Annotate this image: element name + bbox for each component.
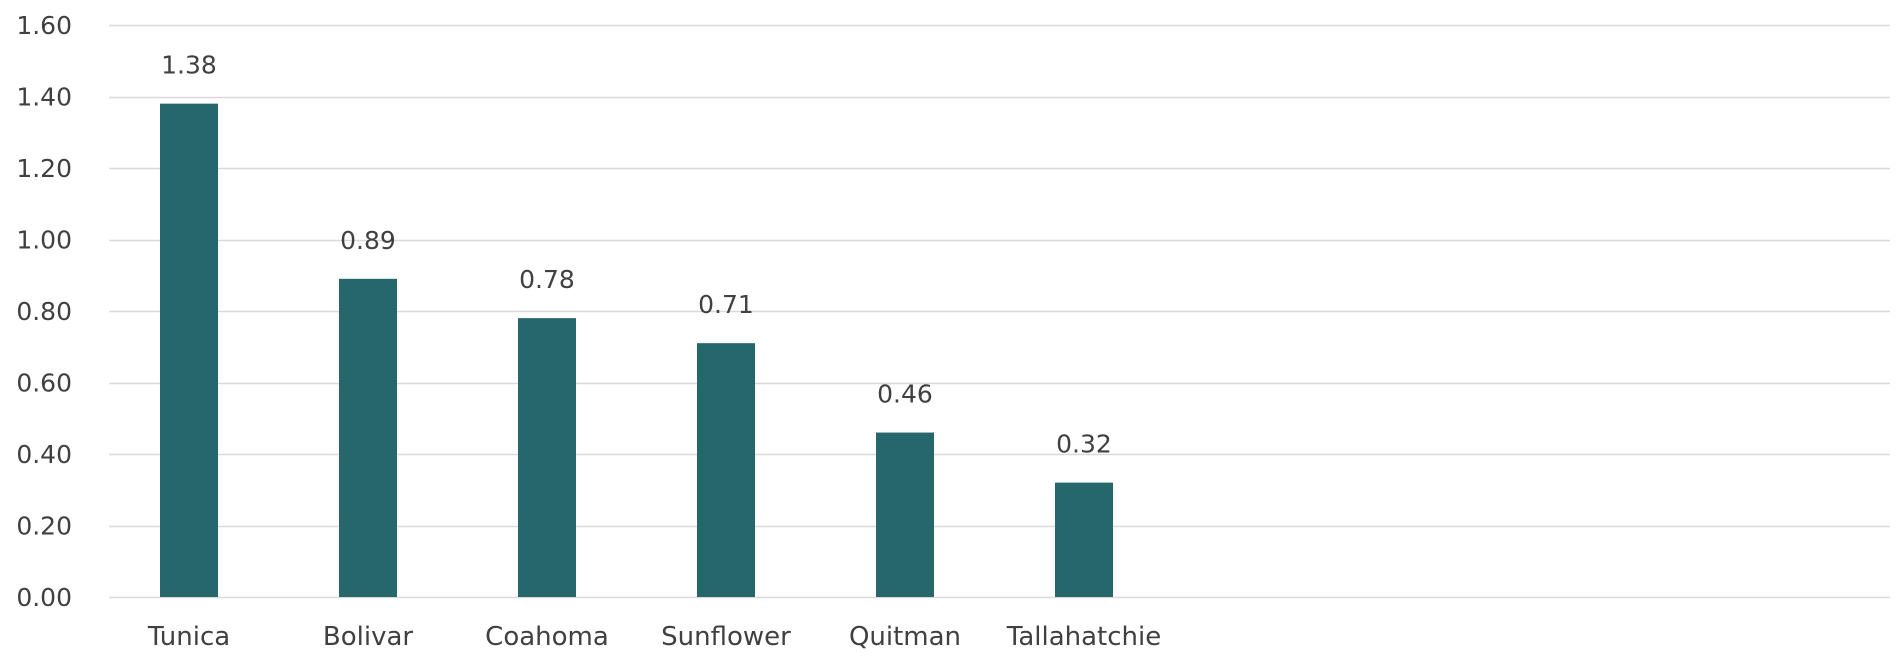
y-tick-label: 0.40 [16,440,72,469]
bar-tunica [160,103,218,598]
bar-tallahatchie [1055,482,1113,597]
category-label: Bolivar [323,622,414,652]
data-label: 1.38 [161,51,217,80]
data-label: 0.32 [1056,430,1112,459]
category-label: Sunflower [661,622,791,652]
data-label: 0.46 [877,380,933,409]
bar-bolivar [339,278,397,597]
y-axis-tick-labels: 0.00 0.20 0.40 0.60 0.80 1.00 1.20 1.40 1.60 [16,11,72,612]
y-tick-label: 1.20 [16,154,72,183]
bars [160,103,1113,598]
y-tick-label: 0.00 [16,583,72,612]
data-label: 0.78 [519,265,575,294]
data-labels: 1.38 0.89 0.78 0.71 0.46 0.32 [161,51,1112,459]
gridlines [109,24,1890,599]
y-tick-label: 0.80 [16,297,72,326]
y-tick-label: 1.40 [16,83,72,112]
x-axis-category-labels: Tunica Bolivar Coahoma Sunflower Quitman Tall… [147,622,1161,652]
data-label: 0.71 [698,290,754,319]
y-tick-label: 1.60 [16,11,72,40]
y-tick-label: 0.20 [16,512,72,541]
category-label: Tallahatchie [1006,622,1162,652]
category-label: Tunica [147,622,230,652]
bar-coahoma [518,318,576,597]
y-tick-label: 0.60 [16,369,72,398]
data-label: 0.89 [340,226,396,255]
bar-sunflower [697,343,755,597]
category-label: Quitman [849,622,961,652]
category-label: Coahoma [485,622,609,652]
bar-quitman [876,432,934,597]
y-tick-label: 1.00 [16,226,72,255]
